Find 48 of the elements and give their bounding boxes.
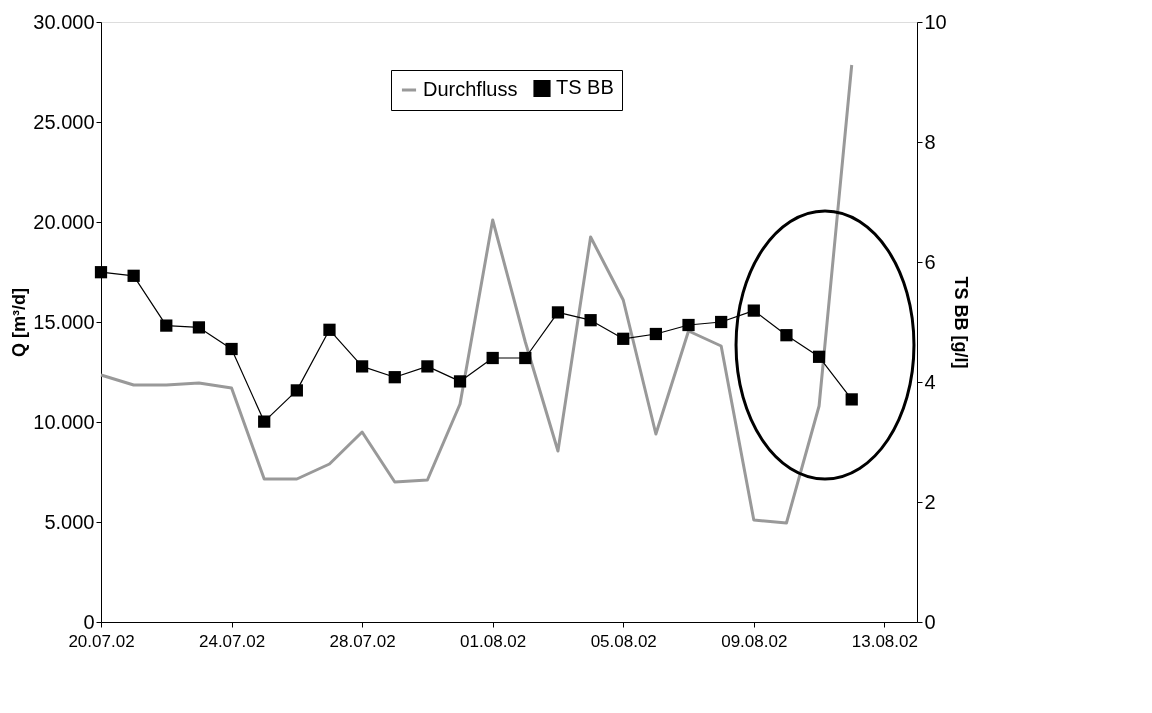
point [617, 332, 630, 345]
x-tick-label: 09.08.02 [721, 631, 788, 651]
x-tick-label: 24.07.02 [198, 631, 266, 651]
line-series [99, 63, 854, 525]
legend-label: TS BB [556, 76, 614, 99]
point [519, 351, 532, 365]
y-tick-label: 15.000 [33, 310, 95, 333]
y-tick-label: 0 [83, 610, 95, 633]
y2-tick-label: 2 [924, 490, 936, 513]
point [94, 266, 108, 279]
point [258, 415, 271, 428]
x-tick-label: 05.08.02 [590, 631, 657, 651]
legend-label: Durchfluss [423, 78, 518, 100]
point [225, 342, 238, 356]
y2-tick-label: 6 [924, 250, 936, 273]
point [290, 384, 303, 397]
point [551, 306, 565, 319]
point [747, 304, 760, 317]
y-tick-label: 10.000 [33, 410, 95, 433]
point [127, 269, 140, 282]
x-tick-label: 13.08.02 [851, 631, 918, 651]
point [160, 319, 173, 332]
y-axis-title: Q [m³/d] [9, 288, 30, 357]
y-tick-label: 20.000 [33, 210, 95, 233]
point [649, 327, 662, 341]
point [682, 318, 695, 332]
y2-axis-title: TS BB [g/l] [950, 276, 971, 369]
point [715, 315, 728, 329]
point [356, 360, 369, 373]
point [584, 314, 597, 327]
point [486, 351, 499, 365]
point [780, 329, 793, 342]
point [323, 323, 336, 336]
y2-tick-label: 4 [924, 370, 936, 393]
y2-tick-label: 10 [924, 10, 947, 33]
point [192, 321, 206, 334]
x-tick-label: 20.07.02 [68, 631, 135, 651]
y2-tick-label: 0 [924, 610, 936, 633]
point [845, 393, 858, 406]
x-tick-label: 28.07.02 [329, 631, 396, 651]
point [388, 371, 401, 384]
y-tick-label: 30.000 [33, 10, 95, 33]
y-tick-label: 25.000 [33, 110, 95, 133]
point [453, 375, 467, 388]
x-tick-label: 01.08.02 [460, 631, 527, 651]
y-tick-label: 5.000 [44, 510, 95, 533]
point [812, 350, 826, 363]
y2-tick-label: 8 [924, 130, 936, 153]
